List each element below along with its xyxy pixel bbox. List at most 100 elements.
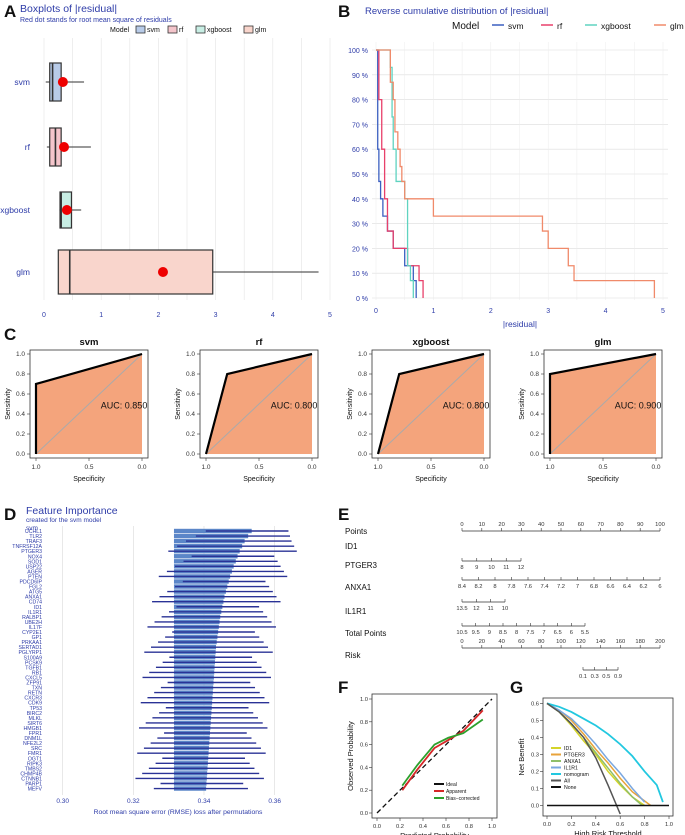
nomogram-tick-label: 20 (498, 522, 504, 528)
feature-label-TXN: TXN (32, 686, 43, 692)
calib-frame (371, 693, 498, 819)
nomogram-tick-label: 10 (502, 606, 508, 612)
nomogram-tick-label: 0 (460, 522, 463, 528)
feature-label-SOD1: SOD1 (28, 559, 42, 565)
nomogram-tick-label: 10 (479, 522, 485, 528)
y-tick-label: 0.6 (358, 391, 367, 398)
panel-letter-f: F (338, 678, 348, 697)
legend-label-rf: rf (179, 27, 183, 34)
category-label-xgboost: xgboost (0, 205, 30, 215)
legend-label: ANXA1 (564, 759, 581, 765)
y-tick-label: 1.0 (360, 697, 368, 703)
boxplot-title: Boxplots of |residual| (20, 3, 117, 15)
x-tick-label: 0.0 (373, 824, 381, 830)
x-tick-label: 4 (271, 312, 275, 319)
legend-title: Model (452, 21, 479, 32)
roc-ylabel-rf: Sensitivity (175, 388, 182, 420)
legend-label-glm: glm (255, 27, 266, 34)
y-tick-label: 0.6 (360, 743, 368, 749)
roc-auc-label-glm: AUC: 0.900 (615, 400, 662, 410)
step-line-rf (376, 49, 424, 298)
x-tick-label: 0 (374, 308, 378, 315)
feature-label-RALBP1: RALBP1 (22, 615, 42, 621)
dca-ylabel: Net Benefit (517, 738, 526, 776)
legend-label: All (564, 779, 570, 785)
nomogram-tick-label: 9 (475, 565, 478, 571)
feature-label-ATG5: ATG5 (29, 590, 42, 596)
legend-label: ID1 (564, 746, 572, 752)
roc-xlabel-xgboost: Specificity (415, 476, 447, 483)
fi-title: Feature Importance (26, 505, 118, 517)
dca-line-PTGER3 (546, 702, 652, 807)
roc-ylabel-glm: Sensitivity (519, 388, 526, 420)
nomogram-tick-label: 160 (616, 639, 626, 645)
dca-frame (542, 697, 674, 817)
feature-label-TLR2: TLR2 (29, 534, 42, 540)
legend-key-svm (135, 25, 146, 34)
feature-label-USP22: USP22 (26, 564, 43, 570)
feature-label-NFE2L2: NFE2L2 (23, 741, 42, 747)
feature-label-UCHL1: UCHL1 (25, 529, 42, 535)
nomogram-row-label: IL1R1 (345, 607, 367, 616)
nomogram-tick-label: 10 (488, 565, 494, 571)
roc-xlabel-svm: Specificity (73, 476, 105, 483)
panel-letter-c: C (4, 325, 16, 344)
y-tick-label: 1.0 (186, 351, 195, 358)
x-tick-label: 3 (546, 308, 550, 315)
legend-label: Apparent (446, 789, 467, 795)
y-tick-label: 0.0 (530, 451, 539, 458)
feature-label-CXCL5: CXCL5 (25, 675, 42, 681)
nomogram-tick-label: 120 (576, 639, 586, 645)
y-tick-label: 0 % (356, 296, 368, 303)
feature-label-TRAF3: TRAF3 (26, 539, 43, 545)
y-tick-label: 0.2 (186, 431, 195, 438)
x-tick-label: 4 (604, 308, 608, 315)
nomogram-tick-label: 12 (518, 565, 524, 571)
legend-label: Bias−corrected (446, 796, 480, 802)
x-tick-label: 1.0 (545, 464, 554, 471)
nomogram-tick-label: 0 (460, 639, 463, 645)
x-tick-label: 1.0 (488, 824, 496, 830)
dca-chart: 0.0 0.2 0.4 0.6 0.8 1.00.00.10.20.30.40.50.6H… (517, 697, 674, 835)
nomogram-tick-label: 140 (596, 639, 606, 645)
x-tick-label: 0.6 (442, 824, 450, 830)
roc-diagonal-xgboost (377, 353, 485, 455)
roc-xlabel-rf: Specificity (243, 476, 275, 483)
feature-label-PCSK9: PCSK9 (25, 660, 42, 666)
nomogram-tick-label: 100 (655, 522, 665, 528)
panel-letter-d: D (4, 505, 16, 524)
y-tick-label: 0.4 (16, 411, 25, 418)
roc-title-svm: svm (79, 337, 98, 348)
dca-line-IL1R1 (546, 702, 646, 803)
y-tick-label: 90 % (352, 73, 368, 80)
feature-label-CDK9: CDK9 (28, 701, 42, 707)
y-tick-label: 40 % (352, 197, 368, 204)
roc-diagonal-glm (549, 353, 657, 455)
feature-label-CHMP4B: CHMP4B (20, 771, 42, 777)
x-tick-label: 0.6 (616, 822, 624, 828)
nomogram-tick-label: 10.5 (456, 630, 467, 636)
feature-label-CYP2E1: CYP2E1 (22, 630, 42, 636)
calib-ylabel: Observed Probability (346, 721, 355, 791)
nomogram-tick-label: 90 (637, 522, 643, 528)
x-axis-label: Root mean square error (RMSE) loss after… (94, 809, 263, 816)
dca-line-nomogram (546, 702, 664, 803)
legend-key-xgboost (195, 25, 206, 34)
box-glm (57, 249, 214, 295)
y-tick-label: 0.8 (358, 371, 367, 378)
feature-label-TNFRSF12A: TNFRSF12A (12, 544, 42, 550)
feature-label-SRC: SRC (31, 746, 42, 752)
nomogram-tick-label: 6.6 (606, 584, 614, 590)
nomogram-tick-label: 30 (518, 522, 524, 528)
y-tick-label: 0.4 (360, 765, 369, 771)
nomogram-tick-label: 7.4 (540, 584, 549, 590)
legend-label-svm: svm (147, 27, 160, 34)
x-tick-label: 0.0 (137, 464, 146, 471)
rmse-dot-svm (57, 77, 68, 87)
step-line-glm (376, 49, 656, 298)
y-tick-label: 0.6 (186, 391, 195, 398)
fi-subtitle: created for the svm model (26, 517, 102, 524)
